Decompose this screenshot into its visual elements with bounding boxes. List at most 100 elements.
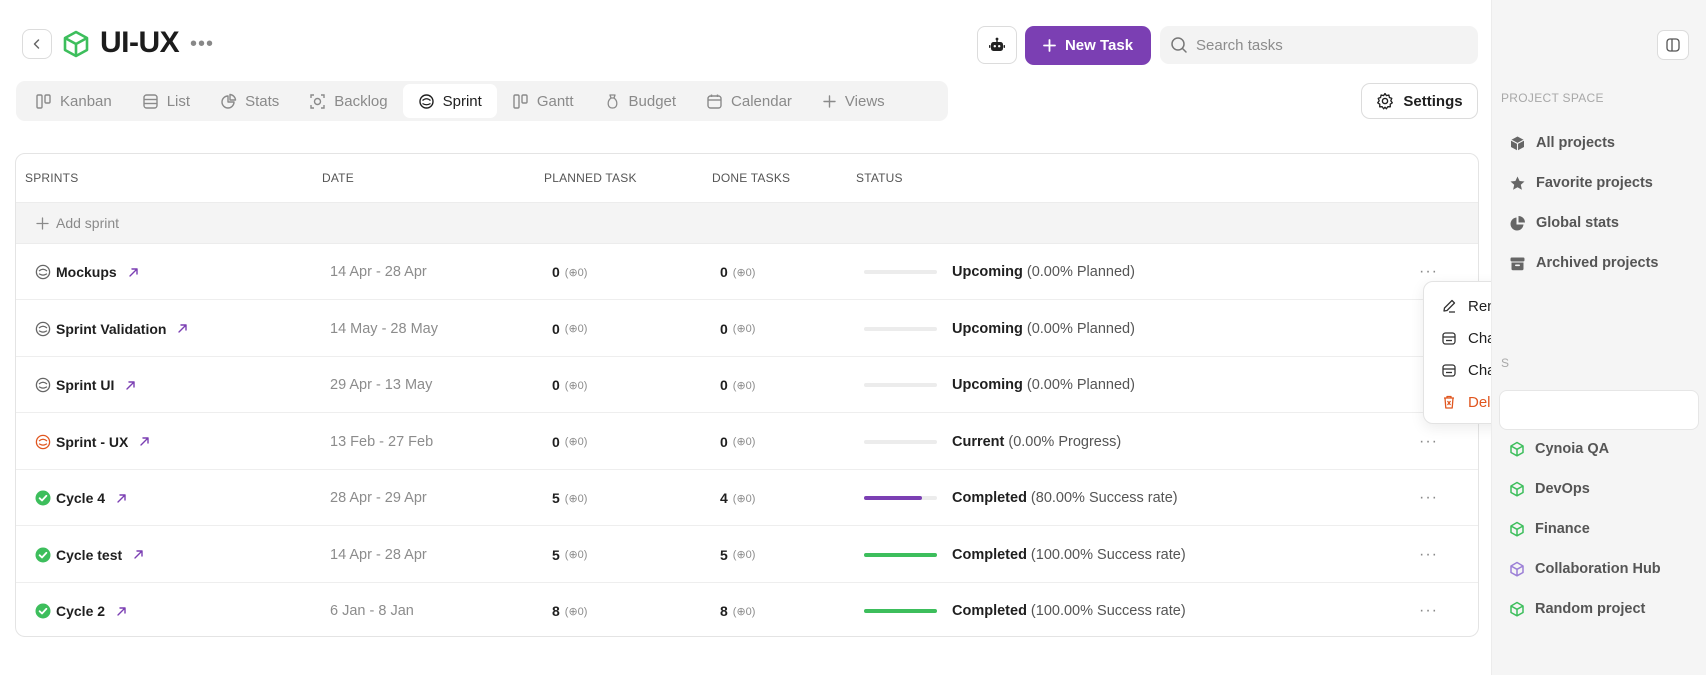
sprint-name-cell[interactable]: Sprint - UX — [35, 414, 150, 470]
row-more-button[interactable]: ··· — [1419, 545, 1438, 563]
sprint-name[interactable]: Sprint Validation — [56, 320, 167, 337]
done-tasks-cell: 4 (⊕0) — [720, 470, 755, 526]
table-header: SPRINTS DATE PLANNED TASK DONE TASKS STA… — [16, 154, 1478, 202]
column-header-planned: PLANNED TASK — [544, 171, 637, 185]
open-arrow-icon[interactable] — [133, 549, 144, 560]
status-detail: (100.00% Success rate) — [1030, 546, 1186, 563]
sprint-name[interactable]: Mockups — [56, 264, 117, 280]
tab-gantt[interactable]: Gantt — [497, 84, 589, 118]
tab-kanban[interactable]: Kanban — [20, 84, 127, 118]
sprint-icon — [35, 434, 51, 449]
done-subcount: (⊕0) — [732, 436, 756, 448]
open-arrow-icon[interactable] — [116, 606, 127, 617]
sidebar-project-item[interactable]: Cynoia QA — [1509, 438, 1609, 460]
sidebar-project-item[interactable]: Collaboration Hub — [1509, 558, 1661, 580]
new-task-button[interactable]: New Task — [1025, 26, 1151, 65]
sidebar-item-favorite-projects[interactable]: Favorite projects — [1509, 172, 1653, 194]
planned-subcount: (⊕0) — [564, 436, 588, 448]
tab-stats[interactable]: Stats — [205, 84, 294, 118]
table-row[interactable]: Mockups 14 Apr - 28 Apr 0 (⊕0) 0 (⊕0) Upcoming… — [16, 244, 1478, 300]
planned-tasks-cell: 0 (⊕0) — [552, 301, 587, 357]
sprint-name-cell[interactable]: Sprint UI — [35, 357, 136, 413]
tab-label: Sprint — [442, 92, 482, 110]
table-row[interactable]: Sprint Validation 14 May - 28 May 0 (⊕0) 0 (⊕… — [16, 301, 1478, 357]
done-subcount: (⊕0) — [732, 605, 756, 618]
open-arrow-icon[interactable] — [128, 267, 139, 278]
open-arrow-icon[interactable] — [177, 323, 188, 334]
table-row[interactable]: Cycle 4 28 Apr - 29 Apr 5 (⊕0) 4 (⊕0) Complete… — [16, 470, 1478, 526]
sprint-name-cell[interactable]: Sprint Validation — [35, 301, 188, 357]
row-more-button[interactable]: ··· — [1419, 432, 1438, 450]
new-task-label: New Task — [1064, 37, 1134, 54]
sprint-name-cell[interactable]: Cycle 4 — [35, 470, 127, 526]
sprint-name-cell[interactable]: Cycle 2 — [35, 583, 127, 636]
tab-backlog[interactable]: Backlog — [294, 84, 402, 118]
sidebar-project-item[interactable]: DevOps — [1509, 478, 1590, 500]
status-label: Upcoming — [952, 377, 1023, 393]
open-arrow-icon[interactable] — [116, 493, 127, 504]
plus-icon — [36, 216, 49, 230]
status-cell: Upcoming (0.00% Planned) — [952, 244, 1135, 300]
sprint-name-cell[interactable]: Mockups — [35, 244, 139, 300]
row-more-button[interactable]: ··· — [1419, 263, 1438, 280]
sidebar-project-item[interactable]: Finance — [1509, 518, 1590, 540]
sprint-name[interactable]: Cycle test — [56, 546, 123, 563]
table-row[interactable]: Sprint UI 29 Apr - 13 May 0 (⊕0) 0 (⊕0) Upcomi… — [16, 357, 1478, 413]
planned-subcount: (⊕0) — [564, 379, 588, 392]
tab-views[interactable]: Views — [807, 84, 900, 118]
planned-subcount: (⊕0) — [564, 266, 588, 279]
sidebar-toggle-button[interactable] — [1657, 30, 1689, 60]
tab-list[interactable]: List — [127, 84, 205, 118]
table-row[interactable]: Cycle 2 6 Jan - 8 Jan 8 (⊕0) 8 (⊕0) Completed(… — [16, 583, 1478, 636]
open-arrow-icon[interactable] — [125, 380, 136, 391]
column-header-date: DATE — [322, 171, 354, 185]
progress-cell — [864, 470, 937, 526]
sidebar-project-label: Cynoia QA — [1535, 441, 1610, 457]
star-icon — [1510, 176, 1525, 190]
archive-icon — [1510, 257, 1525, 270]
back-button[interactable] — [22, 29, 52, 59]
planned-subcount: (⊕0) — [564, 492, 588, 505]
sprint-name[interactable]: Cycle 2 — [56, 603, 106, 619]
planned-subcount: (⊕0) — [564, 605, 588, 618]
search-input[interactable] — [1196, 36, 1466, 54]
calendar-icon — [1442, 332, 1456, 345]
open-arrow-icon[interactable] — [139, 436, 150, 447]
project-more-button[interactable]: ••• — [190, 33, 215, 55]
sprint-name[interactable]: Sprint UI — [56, 377, 115, 393]
search-icon — [1171, 37, 1187, 53]
done-count: 0 — [720, 320, 728, 337]
status-label: Completed — [952, 490, 1027, 506]
progress-bar-fill — [864, 552, 937, 557]
planned-tasks-cell: 0 (⊕0) — [552, 414, 587, 470]
cube-icon — [1510, 136, 1525, 150]
sidebar-item-all-projects[interactable]: All projects — [1509, 132, 1615, 154]
done-subcount: (⊕0) — [732, 323, 756, 335]
sprint-name-cell[interactable]: Cycle test — [35, 527, 144, 583]
table-row[interactable]: Sprint - UX 13 Feb - 27 Feb 0 (⊕0) 0 (⊕0) Curr… — [16, 414, 1478, 470]
sidebar-item-label: Global stats — [1536, 215, 1619, 231]
progress-bar — [864, 383, 937, 387]
progress-cell — [864, 583, 937, 636]
sidebar-selected-project[interactable] — [1499, 390, 1699, 430]
done-count: 0 — [720, 264, 728, 280]
assistant-bot-button[interactable] — [977, 26, 1017, 64]
row-more-button[interactable]: ··· — [1419, 489, 1438, 506]
tab-budget[interactable]: Budget — [589, 84, 692, 118]
row-more-button[interactable]: ··· — [1419, 602, 1438, 619]
sprint-name[interactable]: Cycle 4 — [56, 490, 106, 506]
sidebar-item-archived-projects[interactable]: Archived projects — [1509, 252, 1659, 274]
tab-calendar[interactable]: Calendar — [691, 84, 807, 118]
done-subcount: (⊕0) — [732, 379, 756, 392]
add-sprint-button[interactable]: Add sprint — [16, 202, 1478, 244]
progress-bar-fill — [864, 496, 923, 500]
sprint-name[interactable]: Sprint - UX — [56, 433, 129, 450]
settings-button[interactable]: Settings — [1361, 83, 1478, 119]
search-box[interactable] — [1160, 26, 1478, 64]
pie-chart-icon — [1510, 215, 1525, 230]
sidebar-item-global-stats[interactable]: Global stats — [1509, 212, 1619, 234]
planned-tasks-cell: 5 (⊕0) — [552, 470, 587, 526]
tab-sprint[interactable]: Sprint — [402, 84, 497, 118]
table-row[interactable]: Cycle test 14 Apr - 28 Apr 5 (⊕0) 5 (⊕0) Compl… — [16, 527, 1478, 583]
sidebar-project-item[interactable]: Random project — [1509, 598, 1645, 620]
